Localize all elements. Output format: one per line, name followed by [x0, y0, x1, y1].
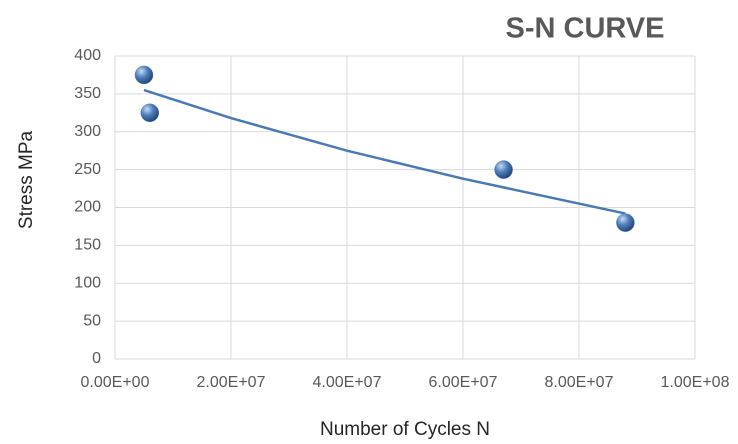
y-axis-label: Stress MPa: [16, 130, 37, 229]
point: [134, 65, 154, 85]
x-tick-label: 8.00E+07: [545, 374, 614, 391]
trendline: [143, 88, 626, 215]
x-tick-label: 4.00E+07: [313, 374, 382, 391]
x-axis-label: Number of Cycles N: [320, 419, 490, 440]
y-tick-label: 200: [74, 199, 101, 216]
y-tick-label: 300: [74, 123, 101, 140]
y-tick-label: 0: [92, 350, 101, 367]
point: [494, 160, 513, 179]
y-tick-label: 50: [83, 312, 101, 329]
point: [140, 103, 160, 123]
y-tick-label: 350: [74, 85, 101, 102]
chart-title: S-N CURVE: [506, 13, 665, 45]
x-tick-label: 0.00E+00: [81, 374, 150, 391]
y-tick-label: 250: [74, 161, 101, 178]
x-tick-label: 6.00E+07: [429, 374, 498, 391]
y-tick-label: 150: [74, 237, 101, 254]
point: [616, 213, 635, 232]
x-tick-label: 1.00E+08: [661, 374, 730, 391]
y-tick-label: 400: [74, 47, 101, 64]
y-tick-label: 100: [74, 274, 101, 291]
x-tick-label: 2.00E+07: [197, 374, 266, 391]
